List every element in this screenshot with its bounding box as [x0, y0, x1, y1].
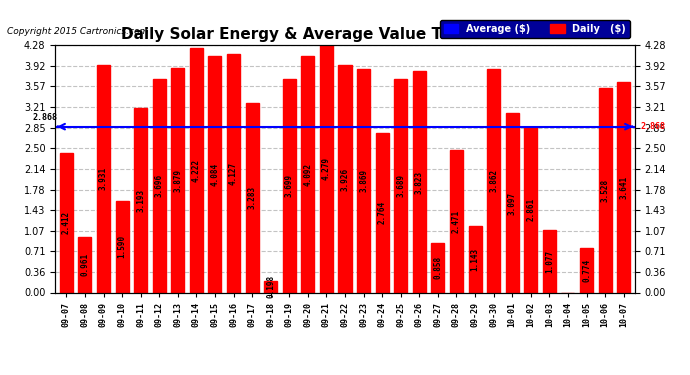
Text: 4.092: 4.092: [304, 163, 313, 186]
Text: 0.198: 0.198: [266, 275, 275, 298]
Bar: [227, 54, 240, 292]
Bar: [450, 150, 463, 292]
Text: 3.193: 3.193: [136, 189, 145, 212]
Text: 0.858: 0.858: [433, 256, 442, 279]
Bar: [152, 79, 166, 292]
Text: 1.143: 1.143: [471, 248, 480, 271]
Text: 1.590: 1.590: [117, 235, 126, 258]
Text: 3.862: 3.862: [489, 169, 498, 192]
Text: 2.861: 2.861: [526, 198, 535, 221]
Bar: [116, 201, 128, 292]
Bar: [134, 108, 147, 292]
Text: 3.696: 3.696: [155, 174, 164, 197]
Text: 3.699: 3.699: [285, 174, 294, 197]
Text: 3.097: 3.097: [508, 191, 517, 214]
Bar: [190, 48, 203, 292]
Bar: [246, 103, 259, 292]
Bar: [469, 226, 482, 292]
Text: 3.528: 3.528: [600, 179, 609, 202]
Text: 3.823: 3.823: [415, 170, 424, 194]
Text: 4.127: 4.127: [229, 162, 238, 185]
Text: 4.279: 4.279: [322, 157, 331, 180]
Legend: Average ($), Daily   ($): Average ($), Daily ($): [440, 20, 630, 38]
Title: Daily Solar Energy & Average Value Thu Oct 8 18:21: Daily Solar Energy & Average Value Thu O…: [121, 27, 569, 42]
Bar: [357, 69, 370, 292]
Bar: [617, 82, 630, 292]
Bar: [339, 66, 351, 292]
Text: 2.868: 2.868: [32, 113, 57, 122]
Text: 4.222: 4.222: [192, 159, 201, 182]
Text: 2.412: 2.412: [62, 211, 71, 234]
Text: 0.774: 0.774: [582, 258, 591, 282]
Text: 0.961: 0.961: [81, 253, 90, 276]
Text: 1.077: 1.077: [545, 250, 554, 273]
Text: Copyright 2015 Cartronics.com: Copyright 2015 Cartronics.com: [7, 27, 148, 36]
Bar: [580, 248, 593, 292]
Bar: [79, 237, 91, 292]
Text: 3.926: 3.926: [340, 167, 350, 190]
Bar: [524, 127, 538, 292]
Text: 3.283: 3.283: [248, 186, 257, 209]
Text: 3.931: 3.931: [99, 167, 108, 190]
Text: 2.868: 2.868: [640, 122, 666, 131]
Bar: [60, 153, 73, 292]
Bar: [487, 69, 500, 292]
Text: 3.879: 3.879: [173, 169, 182, 192]
Bar: [283, 79, 296, 292]
Bar: [413, 71, 426, 292]
Bar: [506, 113, 519, 292]
Bar: [394, 79, 407, 292]
Bar: [431, 243, 444, 292]
Bar: [302, 56, 315, 292]
Bar: [97, 65, 110, 292]
Text: 3.869: 3.869: [359, 169, 368, 192]
Text: 3.689: 3.689: [396, 174, 405, 197]
Bar: [543, 230, 556, 292]
Bar: [320, 45, 333, 292]
Text: 2.471: 2.471: [452, 210, 461, 232]
Bar: [598, 88, 611, 292]
Text: 2.764: 2.764: [377, 201, 386, 224]
Bar: [264, 281, 277, 292]
Text: 3.641: 3.641: [619, 176, 628, 199]
Text: 4.084: 4.084: [210, 163, 219, 186]
Bar: [375, 133, 388, 292]
Bar: [208, 56, 221, 292]
Bar: [171, 68, 184, 292]
